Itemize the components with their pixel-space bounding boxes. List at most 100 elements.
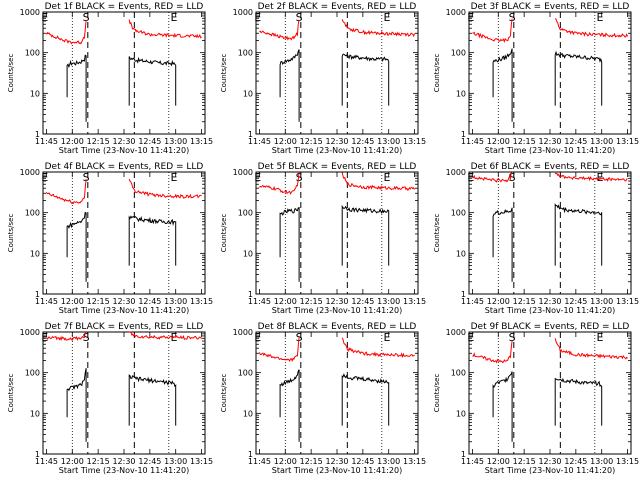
y-tick-label: 100: [238, 209, 253, 218]
marker-label-e: E: [597, 331, 604, 344]
x-tick-label: 13:15: [190, 137, 213, 146]
y-tick-label: 1000: [446, 8, 466, 17]
marker-label-s: S: [83, 171, 90, 184]
x-tick-label: 12:00: [274, 297, 297, 306]
x-tick-label: 12:45: [564, 457, 587, 466]
events-series-line: [279, 49, 300, 122]
y-tick-label: 10: [243, 89, 253, 98]
x-tick-label: 13:00: [590, 297, 613, 306]
panel-8: Det 8f BLACK = Events, RED = LLD 1 10 100 10…: [220, 322, 426, 475]
marker-label-e: E: [171, 171, 178, 184]
x-axis-label: Start Time (23-Nov-10 11:41:20): [59, 466, 189, 475]
events-series-line: [341, 373, 390, 426]
marker-label-e: E: [384, 171, 391, 184]
x-tick-label: 12:30: [325, 297, 348, 306]
panel-title: Det 1f BLACK = Events, RED = LLD: [45, 2, 204, 12]
marker-label-e: E: [41, 11, 48, 24]
marker-label-s: S: [509, 171, 516, 184]
x-tick-label: 12:00: [274, 457, 297, 466]
y-tick-label: 1: [248, 450, 253, 459]
events-series-line: [279, 369, 300, 442]
y-tick-label: 1: [461, 130, 466, 139]
y-tick-label: 1: [248, 130, 253, 139]
panel-4: Det 4f BLACK = Events, RED = LLD 1 10 100 10…: [7, 162, 213, 315]
x-tick-label: 12:45: [138, 457, 161, 466]
x-tick-label: 12:15: [300, 457, 323, 466]
marker-label-s: S: [83, 331, 90, 344]
y-axis-label: Counts/sec: [433, 374, 441, 413]
marker-label-s: S: [83, 11, 90, 24]
lld-series-line: [554, 18, 629, 38]
lld-series-line: [45, 20, 87, 45]
x-tick-label: 13:15: [403, 137, 426, 146]
x-axis-label: Start Time (23-Nov-10 11:41:20): [485, 466, 615, 475]
x-tick-label: 12:00: [61, 457, 84, 466]
y-tick-label: 1000: [20, 8, 40, 17]
x-tick-label: 12:30: [325, 457, 348, 466]
marker-label-e: E: [467, 171, 474, 184]
marker-label-e: E: [254, 331, 261, 344]
x-tick-label: 12:30: [112, 457, 135, 466]
marker-label-s: S: [296, 11, 303, 24]
x-tick-label: 13:00: [164, 137, 187, 146]
marker-label-e: E: [254, 171, 261, 184]
x-tick-label: 12:00: [61, 297, 84, 306]
events-series-line: [66, 368, 87, 442]
y-tick-label: 10: [30, 249, 40, 258]
panel-6: Det 6f BLACK = Events, RED = LLD 1 10 100 10…: [433, 162, 639, 315]
y-tick-label: 1: [461, 290, 466, 299]
events-series-line: [66, 54, 87, 122]
panel-9: Det 9f BLACK = Events, RED = LLD 1 10 100 10…: [433, 322, 639, 475]
marker-label-s: S: [509, 11, 516, 24]
y-axis-label: Counts/sec: [7, 54, 15, 93]
x-tick-label: 11:45: [248, 137, 271, 146]
y-axis-label: Counts/sec: [220, 214, 228, 253]
x-tick-label: 12:30: [112, 297, 135, 306]
lld-series-line: [128, 178, 202, 199]
marker-label-e: E: [384, 331, 391, 344]
y-tick-label: 1000: [446, 328, 466, 337]
y-tick-label: 100: [25, 49, 40, 58]
y-tick-label: 10: [30, 89, 40, 98]
marker-label-e: E: [171, 11, 178, 24]
x-tick-label: 11:45: [35, 137, 58, 146]
lld-series-line: [45, 179, 87, 205]
events-series-line: [341, 52, 390, 106]
x-tick-label: 13:15: [403, 457, 426, 466]
lld-series-line: [128, 19, 202, 39]
y-tick-label: 1000: [233, 8, 253, 17]
lld-series-line: [46, 331, 87, 342]
events-series-line: [128, 215, 177, 266]
marker-label-e: E: [41, 171, 48, 184]
y-tick-label: 10: [243, 409, 253, 418]
panel-title: Det 9f BLACK = Events, RED = LLD: [471, 322, 630, 332]
x-tick-label: 13:15: [616, 297, 639, 306]
x-axis-label: Start Time (23-Nov-10 11:41:20): [59, 306, 189, 315]
x-axis-label: Start Time (23-Nov-10 11:41:20): [485, 306, 615, 315]
lld-series-line: [341, 337, 415, 359]
y-tick-label: 100: [25, 209, 40, 218]
x-tick-label: 12:00: [487, 137, 510, 146]
x-tick-label: 13:15: [190, 457, 213, 466]
marker-label-s: S: [509, 331, 516, 344]
y-axis-label: Counts/sec: [7, 214, 15, 253]
marker-label-s: S: [296, 171, 303, 184]
x-axis-label: Start Time (23-Nov-10 11:41:20): [485, 146, 615, 155]
x-tick-label: 12:30: [538, 137, 561, 146]
lld-series-line: [472, 18, 513, 44]
x-tick-label: 13:00: [377, 137, 400, 146]
y-axis-label: Counts/sec: [433, 54, 441, 93]
x-tick-label: 12:45: [564, 297, 587, 306]
events-series-line: [492, 48, 513, 122]
x-tick-label: 12:00: [274, 137, 297, 146]
x-tick-label: 12:45: [564, 137, 587, 146]
y-tick-label: 1: [461, 450, 466, 459]
x-tick-label: 13:00: [377, 297, 400, 306]
x-tick-label: 13:00: [590, 457, 613, 466]
x-tick-label: 13:15: [616, 137, 639, 146]
y-tick-label: 10: [30, 409, 40, 418]
lld-series-line: [259, 19, 300, 41]
panel-1: Det 1f BLACK = Events, RED = LLD 1 10 100 10…: [7, 2, 213, 155]
panel-title: Det 7f BLACK = Events, RED = LLD: [45, 322, 204, 332]
